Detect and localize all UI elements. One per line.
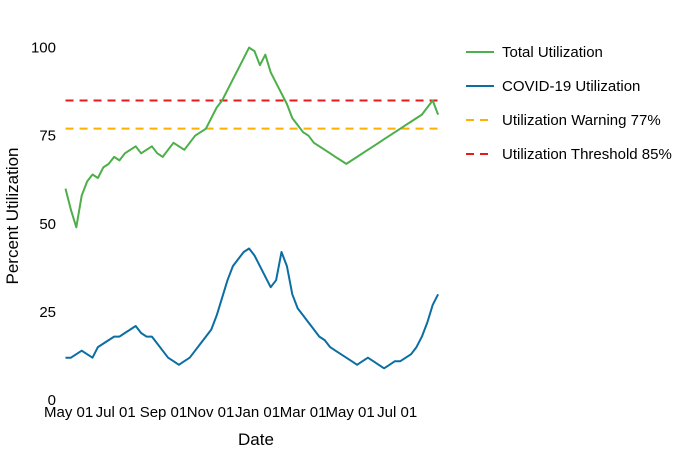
x-tick-label: May 01	[326, 404, 375, 421]
legend-label: Total Utilization	[502, 44, 603, 61]
x-tick-label: Sep 01	[140, 404, 188, 421]
x-tick-label: May 01	[44, 404, 93, 421]
series-line-0	[64, 46, 440, 229]
x-tick-label: Mar 01	[280, 404, 327, 421]
x-axis-title: Date	[238, 430, 274, 449]
x-tick-label: Nov 01	[187, 404, 235, 421]
legend-label: Utilization Warning 77%	[502, 112, 661, 129]
y-tick-label: 25	[39, 304, 56, 321]
series-line-1	[65, 247, 439, 370]
x-axis-ticks: May 01 Jul 01 Sep 01 Nov 01 Jan 01 Mar 01 May …	[44, 404, 417, 421]
y-tick-label: 0	[48, 392, 56, 409]
series-lines	[64, 46, 440, 370]
legend-label: Utilization Threshold 85%	[502, 146, 672, 163]
y-axis-ticks: 0 25 50 75 100	[31, 40, 56, 409]
x-tick-label: Jan 01	[235, 404, 280, 421]
x-tick-label: Jul 01	[96, 404, 136, 421]
x-tick-label: Jul 01	[377, 404, 417, 421]
y-tick-label: 75	[39, 128, 56, 145]
y-axis-title: Percent Utilization	[3, 147, 22, 284]
reference-lines	[65, 99, 439, 130]
legend: Total Utilization COVID-19 Utilization Uti…	[466, 44, 672, 163]
y-tick-label: 50	[39, 216, 56, 233]
legend-label: COVID-19 Utilization	[502, 78, 640, 95]
y-tick-label: 100	[31, 40, 56, 57]
